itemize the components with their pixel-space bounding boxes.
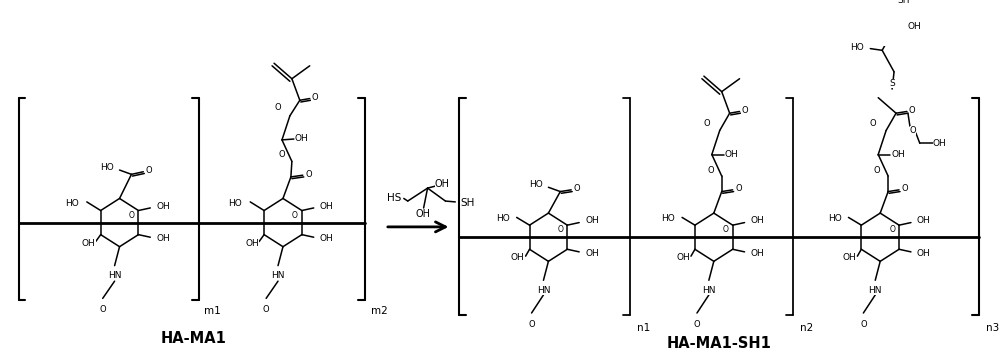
Text: n2: n2 xyxy=(800,323,814,333)
Text: O: O xyxy=(146,165,153,175)
Text: OH: OH xyxy=(917,216,931,225)
Text: O: O xyxy=(704,119,710,128)
Text: OH: OH xyxy=(320,234,333,244)
Text: HN: HN xyxy=(271,271,285,281)
Text: HN: HN xyxy=(108,271,121,281)
Text: O: O xyxy=(275,103,281,112)
Text: OH: OH xyxy=(82,239,96,248)
Text: O: O xyxy=(694,320,700,329)
Text: O: O xyxy=(909,106,915,115)
Text: OH: OH xyxy=(511,253,525,262)
Text: OH: OH xyxy=(156,202,170,211)
Text: OH: OH xyxy=(295,134,309,143)
Text: O: O xyxy=(723,226,729,234)
Text: OH: OH xyxy=(933,139,947,148)
Text: O: O xyxy=(292,211,298,220)
Text: O: O xyxy=(902,184,908,194)
Text: n1: n1 xyxy=(637,323,650,333)
Text: O: O xyxy=(860,320,867,329)
Text: m1: m1 xyxy=(204,306,221,316)
Text: OH: OH xyxy=(585,249,599,258)
Text: O: O xyxy=(889,226,895,234)
Text: SH: SH xyxy=(898,0,910,5)
Text: HN: HN xyxy=(537,286,550,295)
Text: O: O xyxy=(305,170,312,179)
Text: O: O xyxy=(99,305,106,314)
Text: O: O xyxy=(263,305,269,314)
Text: HO: HO xyxy=(851,43,864,52)
Text: O: O xyxy=(557,226,563,234)
Text: HO: HO xyxy=(529,180,542,189)
Text: OH: OH xyxy=(320,202,333,211)
Text: HO: HO xyxy=(828,214,842,223)
Text: HO: HO xyxy=(496,214,510,223)
Text: O: O xyxy=(279,150,285,159)
Text: HA-MA1-SH1: HA-MA1-SH1 xyxy=(666,336,771,351)
Text: m2: m2 xyxy=(371,306,387,316)
Text: n3: n3 xyxy=(986,323,1000,333)
Text: O: O xyxy=(870,119,877,128)
Text: OH: OH xyxy=(843,253,856,262)
Text: HN: HN xyxy=(702,286,716,295)
Text: HO: HO xyxy=(65,199,79,208)
Text: OH: OH xyxy=(751,249,764,258)
Text: OH: OH xyxy=(917,249,931,258)
Text: OH: OH xyxy=(156,234,170,244)
Text: HO: HO xyxy=(100,163,114,172)
Text: OH: OH xyxy=(245,239,259,248)
Text: HO: HO xyxy=(229,199,242,208)
Text: O: O xyxy=(735,184,742,194)
Text: SH: SH xyxy=(460,198,475,208)
Text: OH: OH xyxy=(415,209,430,219)
Text: OH: OH xyxy=(751,216,764,225)
Text: OH: OH xyxy=(725,150,739,159)
Text: OH: OH xyxy=(435,179,450,189)
Text: S: S xyxy=(889,78,895,88)
Text: HA-MA1: HA-MA1 xyxy=(161,331,227,346)
Text: HS: HS xyxy=(387,194,401,203)
Text: HN: HN xyxy=(868,286,882,295)
Text: OH: OH xyxy=(891,150,905,159)
Text: OH: OH xyxy=(907,22,921,31)
Text: O: O xyxy=(874,165,881,175)
Text: O: O xyxy=(910,126,916,135)
Text: O: O xyxy=(311,93,318,102)
Text: O: O xyxy=(708,165,714,175)
Text: O: O xyxy=(528,320,535,329)
Text: OH: OH xyxy=(585,216,599,225)
Text: OH: OH xyxy=(676,253,690,262)
Text: O: O xyxy=(741,106,748,115)
Text: HO: HO xyxy=(661,214,675,223)
Text: O: O xyxy=(574,184,580,194)
Text: O: O xyxy=(129,211,134,220)
